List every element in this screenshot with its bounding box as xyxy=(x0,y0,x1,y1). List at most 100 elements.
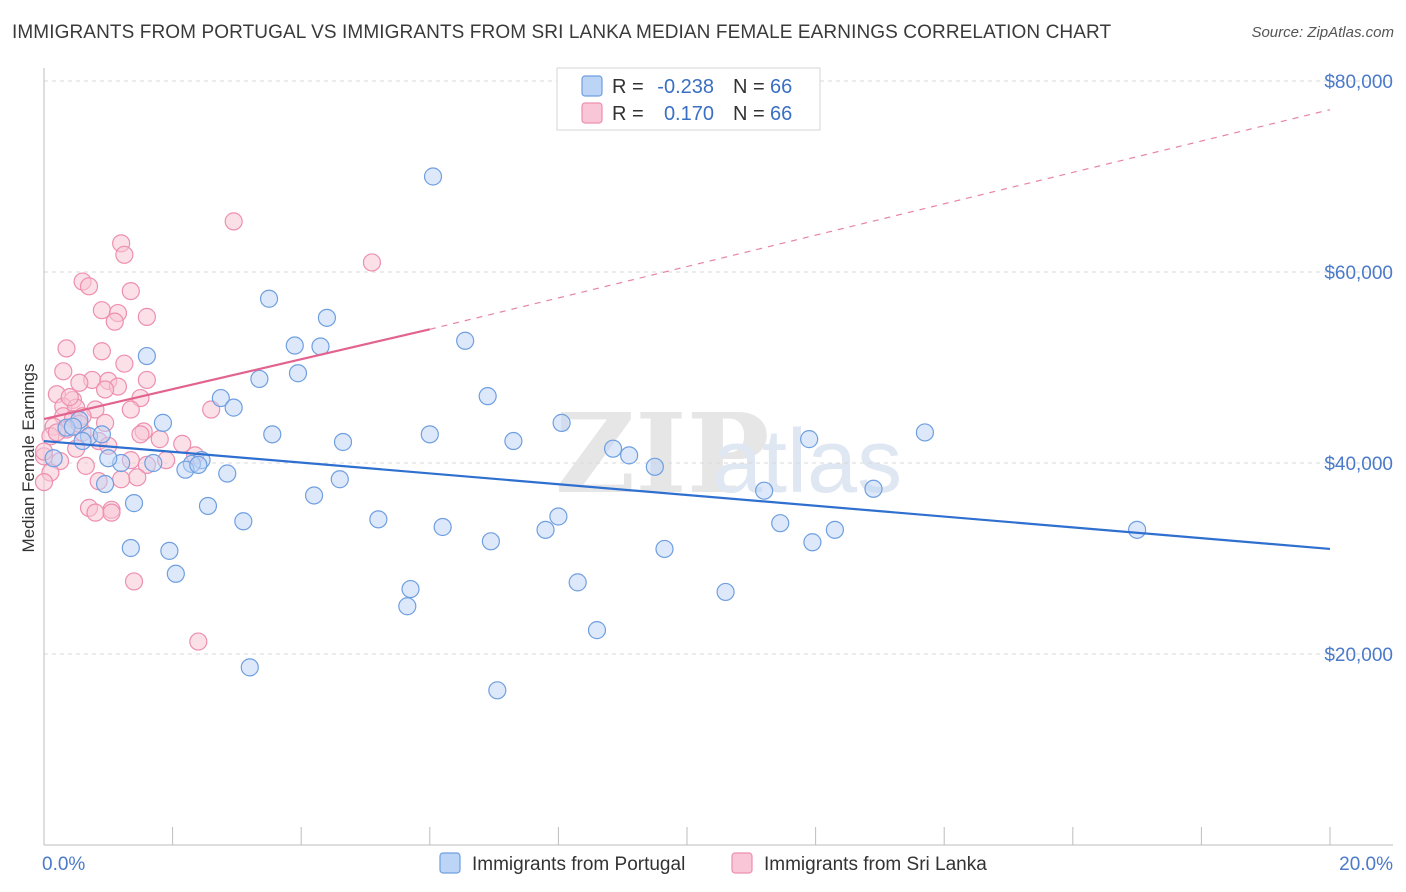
portugal-point xyxy=(587,621,607,640)
srilanka-point xyxy=(137,370,156,390)
portugal-point xyxy=(568,573,587,592)
portugal-point xyxy=(263,425,282,444)
srilanka-point xyxy=(121,282,140,301)
correlation-legend: R = -0.238 N = 66 R = 0.170 N = 66 xyxy=(556,67,821,131)
srilanka-point xyxy=(60,388,79,407)
portugal-point xyxy=(504,431,523,451)
portugal-point xyxy=(549,507,568,526)
portugal-point xyxy=(211,388,230,408)
legend-n-value-portugal: 66 xyxy=(770,76,792,98)
portugal-point xyxy=(333,432,353,452)
y-tick-label: $60,000 xyxy=(1324,263,1393,284)
srilanka-point xyxy=(115,245,134,264)
portugal-point xyxy=(716,582,735,602)
bottom-legend-label-portugal: Immigrants from Portugal xyxy=(472,854,685,875)
x-tick-labels: 0.0% 20.0% xyxy=(42,854,1393,875)
portugal-point xyxy=(423,167,443,186)
srilanka-point xyxy=(70,373,89,392)
srilanka-point xyxy=(115,354,134,373)
y-tick-label: $40,000 xyxy=(1324,454,1393,475)
portugal-point xyxy=(224,398,243,417)
srilanka-point xyxy=(124,572,144,591)
legend-swatch-srilanka xyxy=(581,102,603,124)
portugal-point xyxy=(330,470,349,489)
srilanka-point xyxy=(34,473,54,492)
srilanka-point xyxy=(189,632,208,651)
portugal-point xyxy=(864,479,883,498)
portugal-point xyxy=(198,496,218,516)
portugal-point xyxy=(99,449,118,468)
srilanka-point xyxy=(112,470,131,489)
y-tick-labels: $20,000 $40,000 $60,000 $80,000 xyxy=(1324,72,1393,666)
portugal-point xyxy=(401,579,420,599)
srilanka-point xyxy=(86,503,105,522)
y-axis-label: Median Female Earnings xyxy=(19,364,38,553)
portugal-point xyxy=(552,413,571,432)
srilanka-point xyxy=(150,430,169,449)
srilanka-point xyxy=(131,425,150,444)
portugal-point xyxy=(655,539,674,559)
srilanka-point xyxy=(102,503,121,522)
portugal-point xyxy=(420,425,439,444)
legend-swatch-portugal xyxy=(581,75,603,97)
srilanka-point xyxy=(224,212,243,231)
srilanka-point xyxy=(121,400,140,419)
portugal-point xyxy=(285,336,304,355)
chart-title: IMMIGRANTS FROM PORTUGAL VS IMMIGRANTS F… xyxy=(12,22,1112,43)
srilanka-point xyxy=(137,307,156,326)
portugal-point xyxy=(317,308,337,327)
y-tick-label: $80,000 xyxy=(1324,72,1393,93)
portugal-point xyxy=(234,512,253,531)
portugal-point xyxy=(771,514,790,533)
portugal-point xyxy=(160,541,179,560)
srilanka-point xyxy=(79,277,99,296)
srilanka-point xyxy=(54,362,73,381)
srilanka-trend-extension xyxy=(429,109,1331,330)
portugal-point xyxy=(398,597,417,616)
portugal-point xyxy=(536,520,555,539)
legend-n-label-srilanka: N = xyxy=(733,103,765,125)
portugal-point xyxy=(645,457,664,476)
portugal-point xyxy=(240,658,259,677)
portugal-point xyxy=(481,532,500,551)
portugal-point xyxy=(825,520,844,539)
portugal-point xyxy=(153,413,173,432)
portugal-point xyxy=(304,486,324,505)
portugal-point xyxy=(166,564,185,583)
srilanka-point xyxy=(362,253,382,272)
legend-r-value-srilanka: 0.170 xyxy=(664,103,714,125)
portugal-point xyxy=(144,453,163,473)
portugal-point xyxy=(63,417,83,436)
portugal-point xyxy=(189,455,208,475)
legend-r-label-portugal: R = xyxy=(612,76,644,98)
portugal-point xyxy=(259,289,279,308)
bottom-legend-label-srilanka: Immigrants from Sri Lanka xyxy=(764,854,987,875)
watermark-zip: ZIP xyxy=(555,389,769,518)
portugal-point xyxy=(755,481,774,500)
portugal-point xyxy=(124,494,144,513)
portugal-point xyxy=(488,681,507,700)
bottom-legend-swatch-srilanka xyxy=(731,852,753,874)
x-tick-label-min: 0.0% xyxy=(42,854,85,875)
portugal-point xyxy=(44,449,63,468)
portugal-point xyxy=(288,364,308,383)
portugal-point xyxy=(92,425,111,444)
series-legend: Immigrants from Portugal Immigrants from… xyxy=(439,852,987,875)
srilanka-point xyxy=(95,380,115,399)
portugal-point xyxy=(433,517,452,537)
portugal-point xyxy=(369,510,388,529)
x-tick-label-max: 20.0% xyxy=(1339,854,1393,875)
portugal-point xyxy=(95,474,115,494)
srilanka-trend-line xyxy=(43,328,431,421)
srilanka-point xyxy=(128,468,147,487)
portugal-point xyxy=(800,430,819,449)
portugal-point xyxy=(478,387,497,406)
portugal-point xyxy=(803,533,822,552)
bottom-legend-swatch-portugal xyxy=(439,852,461,874)
portugal-trend-line xyxy=(43,439,1331,551)
srilanka-point xyxy=(92,342,111,361)
trend-lines xyxy=(43,109,1331,551)
portugal-point xyxy=(250,369,269,389)
portugal-point xyxy=(73,431,92,451)
